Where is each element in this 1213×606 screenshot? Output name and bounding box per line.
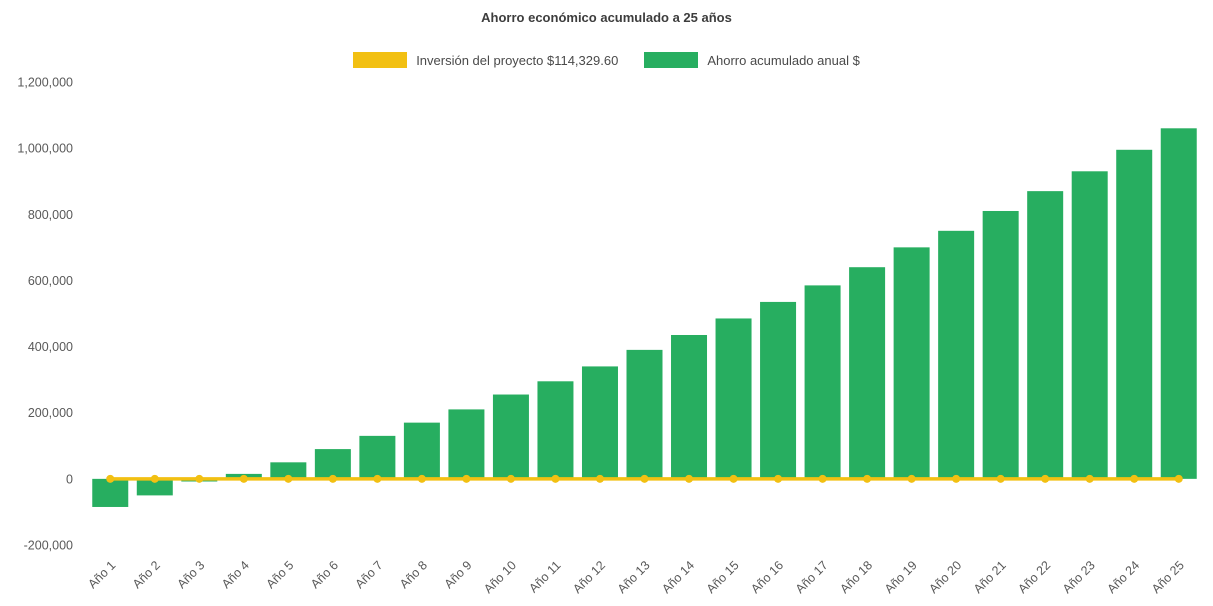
x-tick-label: Año 21 bbox=[971, 558, 1009, 596]
y-tick-label: 600,000 bbox=[28, 274, 73, 288]
bar-año-16[interactable] bbox=[760, 301, 797, 479]
y-tick-label: -200,000 bbox=[24, 539, 73, 553]
bar-año-23[interactable] bbox=[1071, 171, 1108, 479]
bar-año-7[interactable] bbox=[359, 435, 396, 479]
x-tick-label: Año 7 bbox=[352, 558, 385, 591]
legend-swatch-savings bbox=[644, 52, 699, 68]
investment-line-marker[interactable] bbox=[373, 474, 382, 483]
y-tick-label: 1,000,000 bbox=[17, 142, 73, 156]
bar-año-12[interactable] bbox=[581, 366, 618, 479]
investment-line-marker[interactable] bbox=[1174, 474, 1183, 483]
x-tick-label: Año 2 bbox=[130, 558, 163, 591]
x-tick-label: Año 13 bbox=[615, 558, 653, 596]
bar-año-19[interactable] bbox=[893, 247, 930, 479]
investment-line-marker[interactable] bbox=[150, 474, 159, 483]
x-tick-label: Año 18 bbox=[837, 558, 875, 596]
x-tick-label: Año 23 bbox=[1060, 558, 1098, 596]
bar-año-10[interactable] bbox=[492, 394, 529, 479]
investment-line-marker[interactable] bbox=[1041, 474, 1050, 483]
bar-año-15[interactable] bbox=[715, 318, 752, 479]
chart-title: Ahorro económico acumulado a 25 años bbox=[481, 10, 732, 25]
x-tick-label: Año 17 bbox=[793, 558, 831, 596]
x-tick-label: Año 16 bbox=[748, 558, 786, 596]
x-tick-label: Año 8 bbox=[397, 558, 430, 591]
bar-año-22[interactable] bbox=[1027, 191, 1064, 479]
bar-año-17[interactable] bbox=[804, 285, 841, 479]
x-tick-label: Año 20 bbox=[926, 558, 964, 596]
investment-line-marker[interactable] bbox=[640, 474, 649, 483]
legend-swatch-investment bbox=[353, 52, 408, 68]
bar-año-20[interactable] bbox=[938, 230, 975, 479]
investment-line-marker[interactable] bbox=[284, 474, 293, 483]
x-tick-label: Año 6 bbox=[308, 558, 341, 591]
x-tick-label: Año 14 bbox=[659, 558, 697, 596]
x-tick-label: Año 4 bbox=[219, 558, 252, 591]
y-tick-label: 0 bbox=[66, 472, 73, 486]
chart-legend: Inversión del proyecto $114,329.60 Ahorr… bbox=[0, 52, 1213, 68]
investment-line-marker[interactable] bbox=[907, 474, 916, 483]
investment-line-marker[interactable] bbox=[506, 474, 515, 483]
bar-año-2[interactable] bbox=[136, 478, 173, 496]
y-tick-label: 800,000 bbox=[28, 208, 73, 222]
y-tick-label: 1,200,000 bbox=[17, 76, 73, 90]
bar-año-8[interactable] bbox=[403, 422, 440, 479]
bar-año-9[interactable] bbox=[448, 409, 485, 479]
investment-line-marker[interactable] bbox=[595, 474, 604, 483]
x-tick-label: Año 19 bbox=[882, 558, 920, 596]
investment-line-marker[interactable] bbox=[106, 474, 115, 483]
investment-line-marker[interactable] bbox=[729, 474, 738, 483]
investment-line-marker[interactable] bbox=[1130, 474, 1139, 483]
y-tick-label: 200,000 bbox=[28, 406, 73, 420]
x-tick-label: Año 9 bbox=[442, 558, 475, 591]
bar-año-1[interactable] bbox=[92, 478, 129, 507]
bar-año-24[interactable] bbox=[1116, 149, 1153, 479]
investment-line-marker[interactable] bbox=[818, 474, 827, 483]
bar-año-25[interactable] bbox=[1160, 128, 1197, 479]
investment-line-marker[interactable] bbox=[774, 474, 783, 483]
bar-año-21[interactable] bbox=[982, 210, 1019, 479]
investment-line-marker[interactable] bbox=[685, 474, 694, 483]
investment-line-marker[interactable] bbox=[195, 474, 204, 483]
x-tick-label: Año 3 bbox=[174, 558, 207, 591]
legend-item-savings[interactable]: Ahorro acumulado anual $ bbox=[644, 52, 860, 68]
investment-line-marker[interactable] bbox=[462, 474, 471, 483]
investment-line-marker[interactable] bbox=[863, 474, 872, 483]
legend-item-investment[interactable]: Inversión del proyecto $114,329.60 bbox=[353, 52, 618, 68]
bar-año-6[interactable] bbox=[314, 449, 351, 479]
x-tick-label: Año 12 bbox=[570, 558, 608, 596]
x-tick-label: Año 5 bbox=[263, 558, 296, 591]
bar-año-11[interactable] bbox=[537, 381, 574, 479]
bar-año-5[interactable] bbox=[270, 462, 307, 479]
x-tick-label: Año 11 bbox=[526, 558, 563, 595]
legend-label-savings: Ahorro acumulado anual $ bbox=[707, 52, 860, 68]
bar-año-18[interactable] bbox=[849, 267, 886, 479]
investment-line-marker[interactable] bbox=[239, 474, 248, 483]
investment-line-marker[interactable] bbox=[551, 474, 560, 483]
x-tick-label: Año 1 bbox=[85, 558, 118, 591]
y-tick-label: 400,000 bbox=[28, 340, 73, 354]
x-tick-label: Año 10 bbox=[481, 558, 519, 596]
investment-line-marker[interactable] bbox=[417, 474, 426, 483]
bar-año-13[interactable] bbox=[626, 349, 663, 479]
investment-line-marker[interactable] bbox=[996, 474, 1005, 483]
investment-line-marker[interactable] bbox=[952, 474, 961, 483]
x-tick-label: Año 22 bbox=[1015, 558, 1053, 596]
legend-label-investment: Inversión del proyecto $114,329.60 bbox=[416, 52, 619, 68]
x-tick-label: Año 15 bbox=[704, 558, 742, 596]
x-tick-label: Año 24 bbox=[1104, 558, 1142, 596]
bar-año-14[interactable] bbox=[671, 334, 708, 479]
investment-line-marker[interactable] bbox=[328, 474, 337, 483]
x-tick-label: Año 25 bbox=[1149, 558, 1187, 596]
investment-line-marker[interactable] bbox=[1085, 474, 1094, 483]
